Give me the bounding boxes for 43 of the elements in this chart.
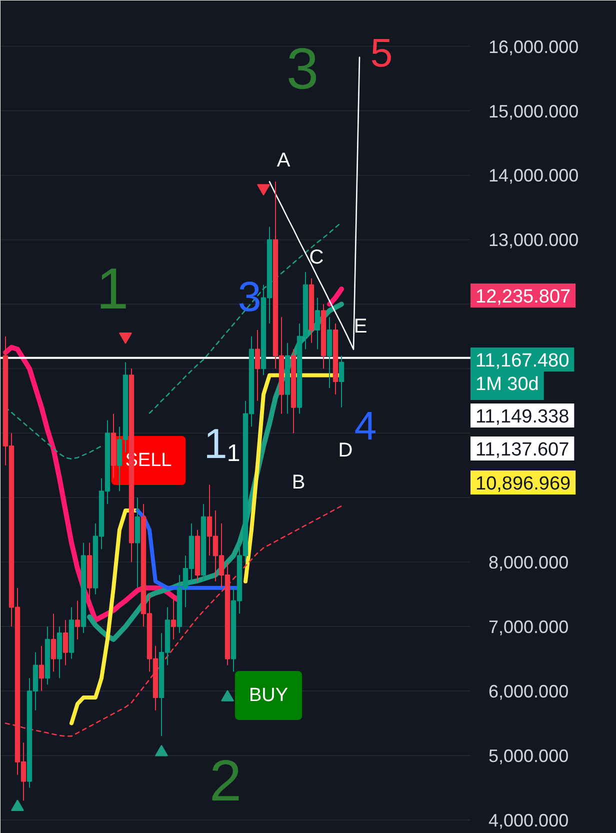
- y-tick-label: 7,000.000: [488, 617, 569, 638]
- annotation: 1: [96, 256, 129, 322]
- text: 11,149.338: [476, 406, 570, 428]
- candlestick: [338, 355, 344, 408]
- annotation: A: [276, 150, 291, 172]
- text: 5: [370, 32, 393, 76]
- y-tick-label: 4,000.000: [488, 810, 569, 830]
- text: 10,896.969: [476, 474, 571, 494]
- annotation: BUY: [248, 685, 288, 706]
- candlestick: [50, 613, 56, 672]
- y-tick-label: 15,000.000: [488, 101, 579, 122]
- y-tick-label: 5,000.000: [488, 746, 569, 766]
- candlestick: [38, 645, 44, 692]
- point: [257, 184, 270, 196]
- annotation: 1: [226, 440, 240, 467]
- annotation: C: [309, 246, 324, 268]
- text: 12,235.807: [476, 286, 571, 308]
- text: 11,137.607: [476, 440, 570, 460]
- y-tick-label: 16,000.000: [488, 36, 579, 57]
- candlestick: [314, 297, 320, 350]
- annotation: B: [292, 472, 306, 494]
- y-tick-label: 8,000.000: [488, 552, 569, 573]
- text: 1M 30d: [476, 374, 539, 395]
- annotation: D: [338, 440, 353, 462]
- point: [119, 332, 132, 344]
- annotation: 2: [209, 748, 242, 814]
- annotation: 1: [204, 420, 228, 467]
- text: 11,167.480: [476, 350, 570, 372]
- point: [221, 690, 234, 702]
- annotation: 4: [354, 404, 377, 448]
- point: [11, 800, 24, 812]
- line-series: [148, 222, 342, 414]
- candlestick: [254, 329, 260, 402]
- candlestick: [62, 620, 68, 666]
- annotation: 3: [286, 36, 319, 102]
- annotation: E: [354, 316, 368, 338]
- y-tick-label: 13,000.000: [488, 230, 579, 250]
- point: [155, 744, 168, 756]
- y-tick-label: 6,000.000: [488, 682, 569, 702]
- candlestick: [170, 594, 176, 640]
- candlestick: [74, 600, 80, 640]
- y-tick-label: 14,000.000: [488, 166, 579, 186]
- annotation: 3: [238, 273, 262, 320]
